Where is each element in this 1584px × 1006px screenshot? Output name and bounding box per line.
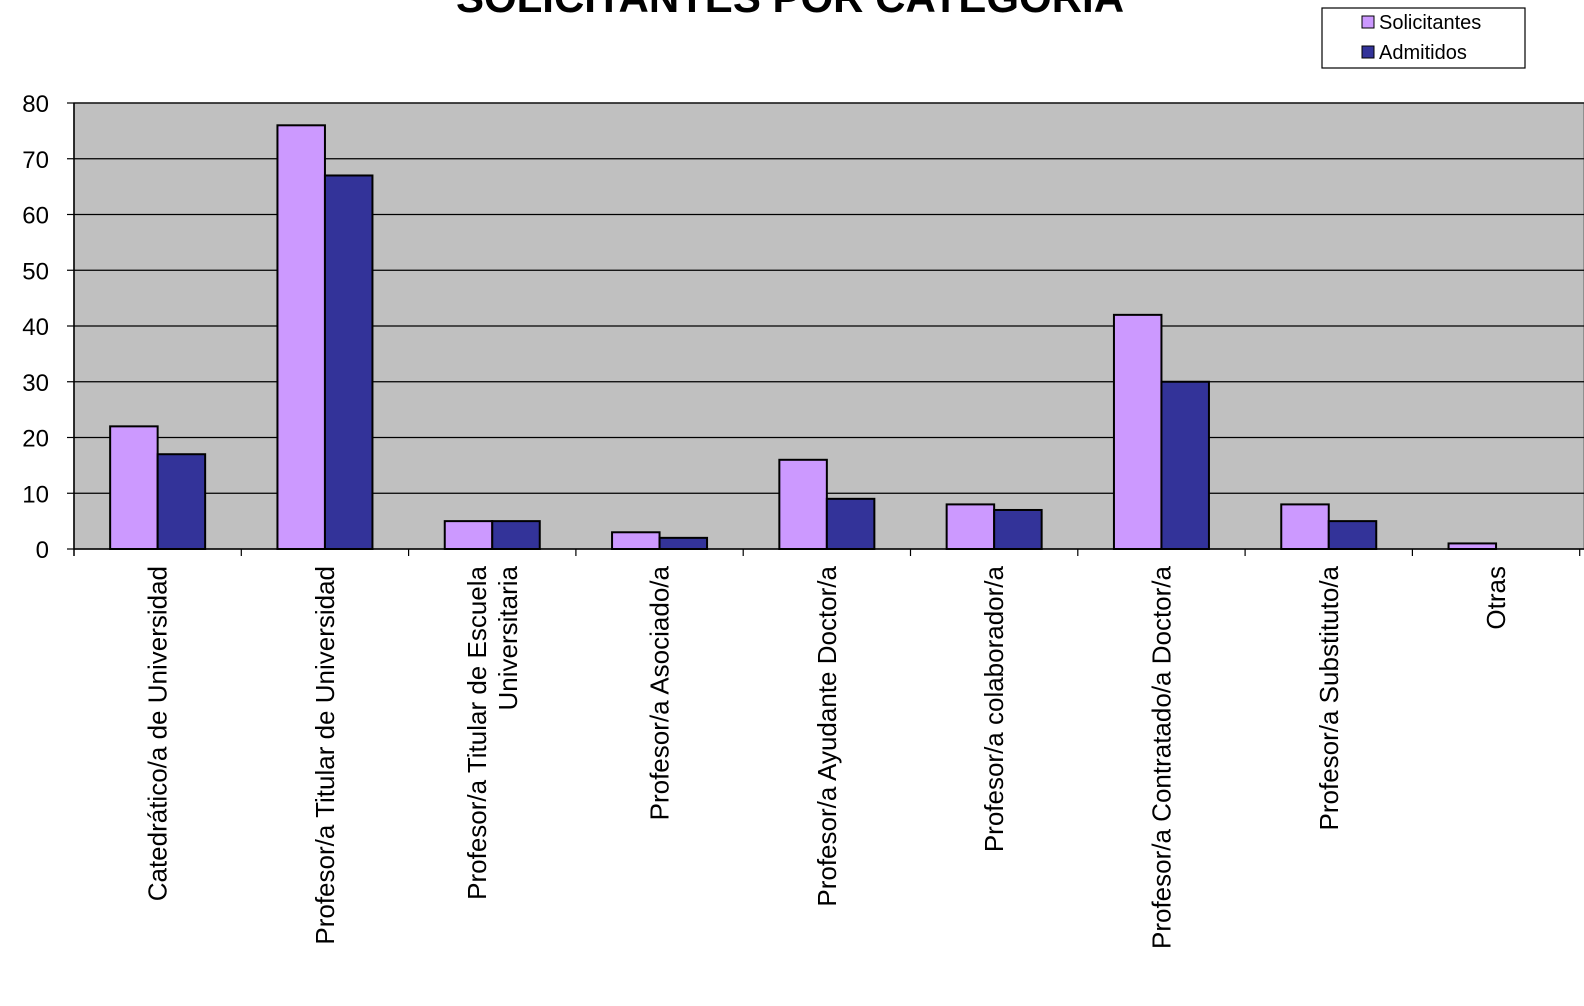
bar-admitidos-2: [491, 520, 541, 550]
bar-admitidos-1: [323, 174, 374, 550]
x-category-label: Profesor/a Contratado/a Doctor/a: [1146, 565, 1176, 949]
legend-swatch-solicitantes: [1361, 15, 1375, 29]
x-category-label: Profesor/a colaborador/a: [979, 565, 1009, 852]
y-tick-label: 30: [22, 370, 49, 397]
bar-solicitantes-1: [276, 124, 326, 551]
bar-solicitantes-0: [109, 425, 159, 551]
bar-admitidos-0: [156, 453, 207, 551]
axes: [73, 103, 1584, 556]
legend-box: [1321, 7, 1526, 69]
bar-admitidos-7: [1327, 520, 1378, 550]
x-category-label: Otras: [1481, 566, 1511, 630]
bar-admitidos-3: [658, 536, 709, 550]
bar-solicitantes-4: [778, 458, 828, 550]
bar-admitidos-4: [825, 497, 876, 551]
legend: Solicitantes Admitidos: [1321, 7, 1526, 69]
legend-swatch-admitidos: [1361, 45, 1375, 59]
bar-solicitantes-5: [945, 503, 996, 550]
x-category-label: Profesor/a Substituto/a: [1314, 565, 1344, 830]
legend-label-admitidos: Admitidos: [1379, 42, 1467, 64]
bar-solicitantes-6: [1112, 313, 1163, 550]
legend-label-solicitantes: Solicitantes: [1379, 12, 1481, 34]
y-tick-label: 60: [22, 203, 49, 230]
bar-admitidos-5: [993, 508, 1043, 551]
bar-solicitantes-8: [1447, 542, 1498, 550]
chart-title: SOLICITANTES POR CATEGORÍA: [456, 0, 1124, 21]
x-category-label: Universitaria: [493, 565, 523, 710]
bar-admitidos-6: [1160, 380, 1210, 550]
y-tick-label: 80: [22, 91, 49, 118]
x-category-label: Profesor/a Titular de Universidad: [310, 566, 340, 945]
y-tick-label: 70: [22, 147, 49, 174]
x-category-label: Profesor/a Ayudante Doctor/a: [812, 565, 842, 906]
y-tick-label: 40: [22, 314, 49, 341]
y-tick-label: 50: [22, 258, 49, 285]
bar-solicitantes-3: [611, 531, 661, 551]
x-category-label: Profesor/a Asociado/a: [645, 565, 675, 820]
bar-solicitantes-2: [443, 520, 494, 550]
x-category-label: Catedrático/a de Universidad: [143, 566, 173, 901]
x-axis-labels: Catedrático/a de Universidad Profesor/a T…: [143, 565, 1511, 949]
x-category-label: Profesor/a Titular de Escuela: [462, 565, 492, 899]
y-tick-label: 20: [22, 426, 49, 453]
bar-solicitantes-7: [1280, 503, 1330, 550]
y-axis-ticks: 0 10 20 30 40 50 60 70 80: [22, 91, 74, 564]
bars: [109, 124, 1498, 551]
y-tick-label: 10: [22, 481, 49, 508]
y-tick-label: 0: [36, 537, 49, 564]
